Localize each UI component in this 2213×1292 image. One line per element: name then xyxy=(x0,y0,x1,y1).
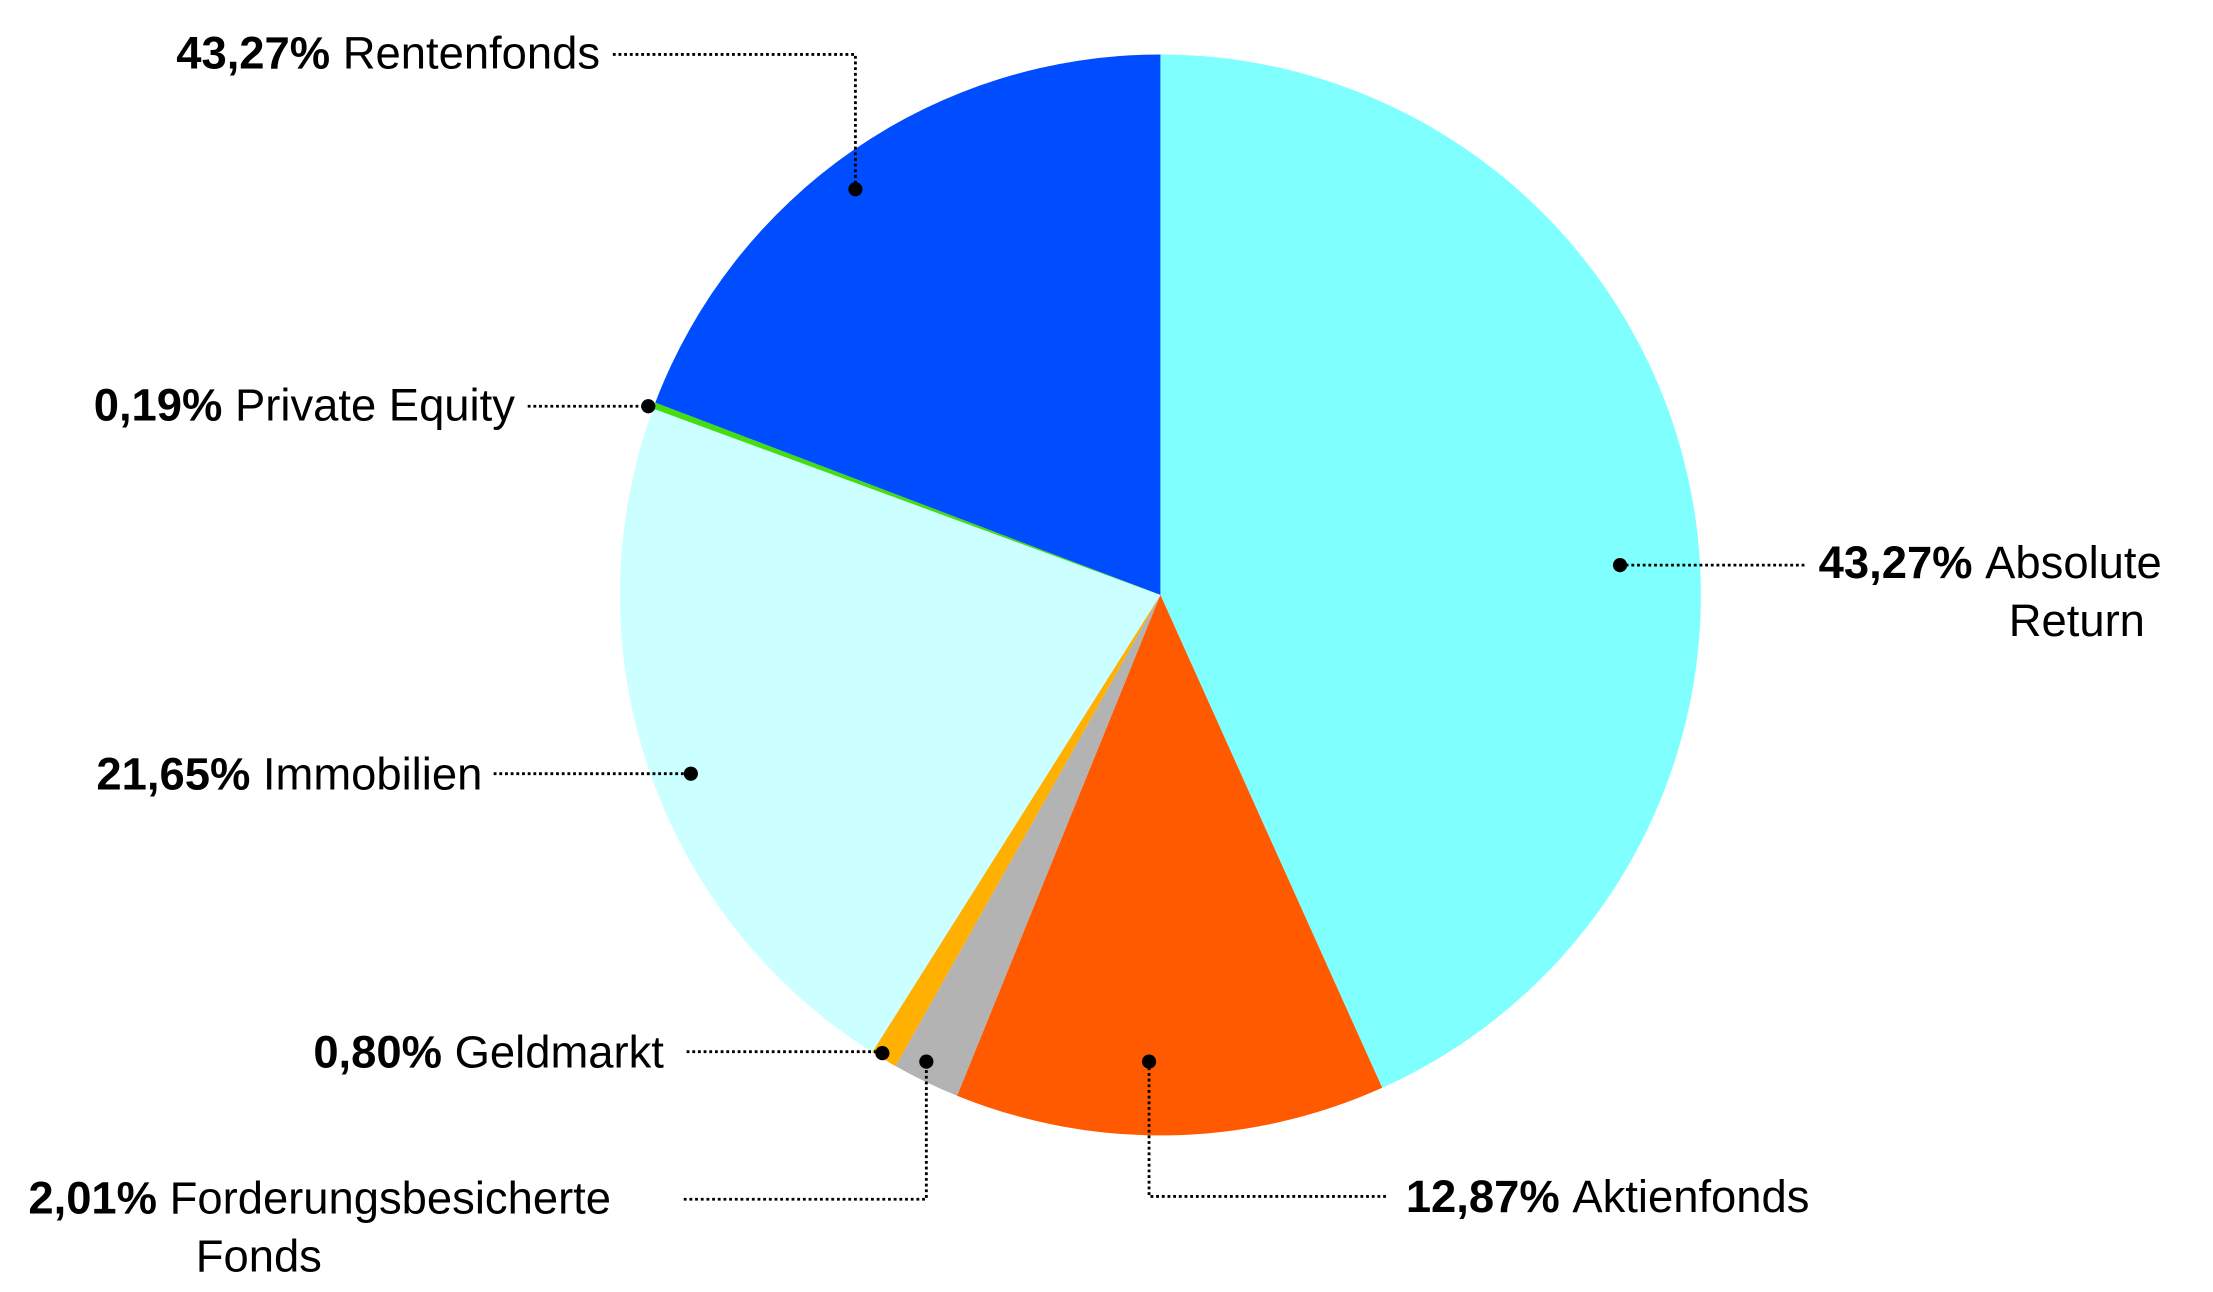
pie-slice-geldmarkt xyxy=(872,594,1161,1067)
leader-dot xyxy=(683,766,698,781)
leader-dot xyxy=(1612,558,1628,573)
leader-dot xyxy=(641,399,656,414)
label-aktienfonds: 12,87% Aktienfonds xyxy=(1141,1054,1810,1222)
leader-dot xyxy=(919,1054,934,1069)
svg-text:0,19% Private Equity: 0,19% Private Equity xyxy=(94,379,516,430)
leader-line xyxy=(683,1061,928,1201)
pie-slice-rentenfonds xyxy=(655,54,1161,595)
label-immobilien: 21,65% Immobilien xyxy=(96,748,698,799)
slice-name-line2: Fonds xyxy=(196,1231,322,1282)
leader-dot xyxy=(1141,1054,1157,1069)
label-rentenfonds: 43,27% Rentenfonds xyxy=(176,28,863,197)
slice-percent: 0,19% xyxy=(94,379,223,430)
pie-slice-immobilien xyxy=(619,408,1161,1053)
slice-percent: 43,27% xyxy=(176,28,330,79)
pie-slices xyxy=(619,54,1701,1136)
slice-name: Forderungsbesicherte xyxy=(170,1172,611,1223)
slice-name: Rentenfonds xyxy=(343,28,600,79)
slice-percent: 0,80% xyxy=(313,1026,442,1077)
svg-text:2,01% Forderungsbesicherte: 2,01% Forderungsbesicherte xyxy=(28,1172,611,1223)
slice-name: Absolute xyxy=(1985,537,2162,588)
label-geldmarkt: 0,80% Geldmarkt xyxy=(313,1026,890,1077)
leader-dot xyxy=(848,182,863,197)
leader-line xyxy=(612,53,857,190)
slice-percent: 2,01% xyxy=(28,1172,157,1223)
pie-slice-forderungsbesicherte-fonds xyxy=(895,594,1161,1096)
slice-name-line2: Return xyxy=(2009,595,2145,646)
slice-percent: 43,27% xyxy=(1819,537,1973,588)
svg-text:43,27% Rentenfonds: 43,27% Rentenfonds xyxy=(176,28,600,79)
svg-text:21,65% Immobilien: 21,65% Immobilien xyxy=(96,748,482,799)
slice-name: Aktienfonds xyxy=(1572,1171,1809,1222)
pie-slice-private-equity xyxy=(653,402,1161,595)
svg-text:43,27% Absolute: 43,27% Absolute xyxy=(1819,537,2162,588)
leader-dot xyxy=(875,1046,890,1061)
svg-text:12,87% Aktienfonds: 12,87% Aktienfonds xyxy=(1406,1171,1810,1222)
label-private-equity: 0,19% Private Equity xyxy=(94,379,656,430)
slice-name: Private Equity xyxy=(235,379,515,430)
svg-text:0,80% Geldmarkt: 0,80% Geldmarkt xyxy=(313,1026,664,1077)
slice-percent: 12,87% xyxy=(1406,1171,1560,1222)
slice-name: Immobilien xyxy=(263,748,482,799)
slice-name: Geldmarkt xyxy=(455,1026,665,1077)
label-absolute-return: 43,27% Absolute Return xyxy=(1612,537,2162,646)
pie-slice-absolute-return xyxy=(1160,54,1701,1088)
label-forderungsbesicherte-fonds: 2,01% Forderungsbesicherte Fonds xyxy=(28,1054,934,1282)
slice-percent: 21,65% xyxy=(96,748,250,799)
pie-slice-aktienfonds xyxy=(957,594,1383,1136)
